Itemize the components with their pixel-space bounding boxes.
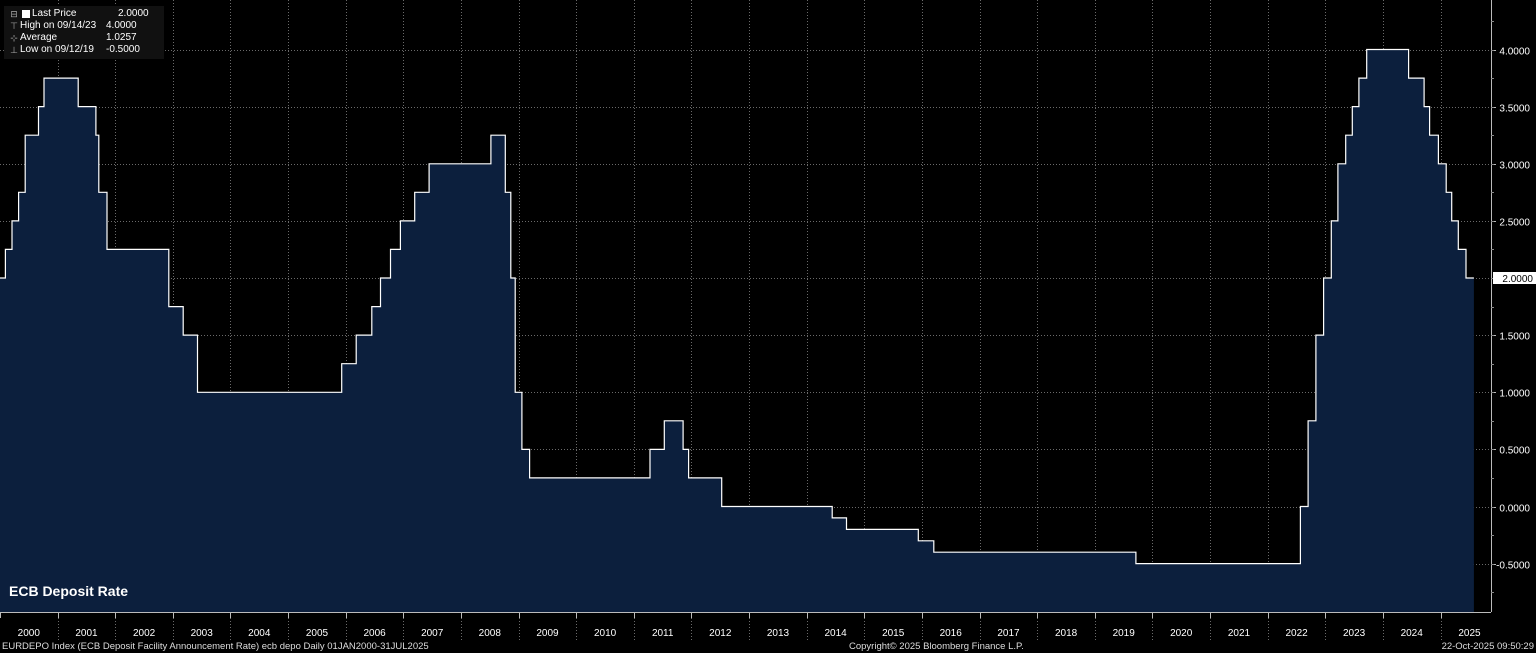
x-tick-label: 2006 [363,628,386,639]
last-value-label: 2.0000 [1502,274,1533,285]
x-tick-label: 2016 [940,628,963,639]
x-tick-label: 2023 [1343,628,1366,639]
x-tick-label: 2024 [1401,628,1424,639]
x-tick-label: 2001 [75,628,98,639]
y-tick-label: 4.0000 [1499,47,1530,58]
y-tick-label: 3.0000 [1499,161,1530,172]
y-tick-label: 0.0000 [1499,504,1530,515]
x-tick-label: 2011 [652,628,674,639]
x-tick-label: 2022 [1285,628,1308,639]
legend-value: 1.0257 [106,32,137,43]
x-tick-label: 2004 [248,628,271,639]
footer: EURDEPO Index (ECB Deposit Facility Anno… [0,640,1536,653]
x-tick-label: 2010 [594,628,617,639]
x-tick-label: 2012 [709,628,732,639]
legend-label: High on 09/14/23 [20,20,97,31]
y-tick-label: 3.5000 [1499,104,1530,115]
legend-value: 2.0000 [118,8,149,19]
x-tick-label: 2018 [1055,628,1078,639]
footer-source: EURDEPO Index (ECB Deposit Facility Anno… [2,641,429,652]
x-tick-label: 2020 [1170,628,1193,639]
x-tick-label: 2005 [306,628,329,639]
legend-value: 4.0000 [106,20,137,31]
legend-item-last-price: ⊟ Last Price 2.0000 [8,8,158,20]
x-tick-label: 2002 [133,628,156,639]
high-marker-icon: ⊤ [10,21,18,31]
x-tick-label: 2019 [1113,628,1136,639]
y-tick-label: 2.5000 [1499,218,1530,229]
legend-value: -0.5000 [106,44,140,55]
average-marker-icon: ⊹ [10,33,18,43]
chart-title: ECB Deposit Rate [9,583,129,599]
footer-timestamp: 22-Oct-2025 09:50:29 [1441,641,1534,652]
x-tick-label: 2000 [18,628,41,639]
legend: ⊟ Last Price 2.0000 ⊤ High on 09/14/23 4… [4,6,164,59]
x-tick-label: 2007 [421,628,444,639]
y-tick-label: -0.5000 [1496,561,1530,572]
low-marker-icon: ⊥ [10,45,18,55]
last-value-tag [1493,272,1536,284]
legend-item-average: ⊹ Average 1.0257 [8,32,158,44]
x-tick-label: 2009 [536,628,559,639]
series-line [0,48,1474,565]
legend-item-high: ⊤ High on 09/14/23 4.0000 [8,20,158,32]
series-area [0,49,1474,612]
legend-label: Low on 09/12/19 [20,44,94,55]
y-tick-label: 1.5000 [1499,332,1530,343]
x-tick-label: 2017 [997,628,1020,639]
legend-swatch [22,10,30,18]
x-tick-label: 2013 [767,628,790,639]
legend-marker-icon: ⊟ [10,9,18,19]
legend-item-low: ⊥ Low on 09/12/19 -0.5000 [8,44,158,56]
x-tick-label: 2008 [479,628,502,639]
x-tick-label: 2025 [1458,628,1481,639]
y-tick-label: 1.0000 [1499,389,1530,400]
footer-copyright: Copyright© 2025 Bloomberg Finance L.P. [849,641,1024,652]
y-tick-label: 0.5000 [1499,446,1530,457]
legend-label: Last Price [32,8,77,19]
x-tick-label: 2021 [1228,628,1251,639]
x-tick-label: 2003 [191,628,214,639]
x-tick-label: 2014 [824,628,847,639]
x-tick-label: 2015 [882,628,905,639]
legend-label: Average [20,32,58,43]
